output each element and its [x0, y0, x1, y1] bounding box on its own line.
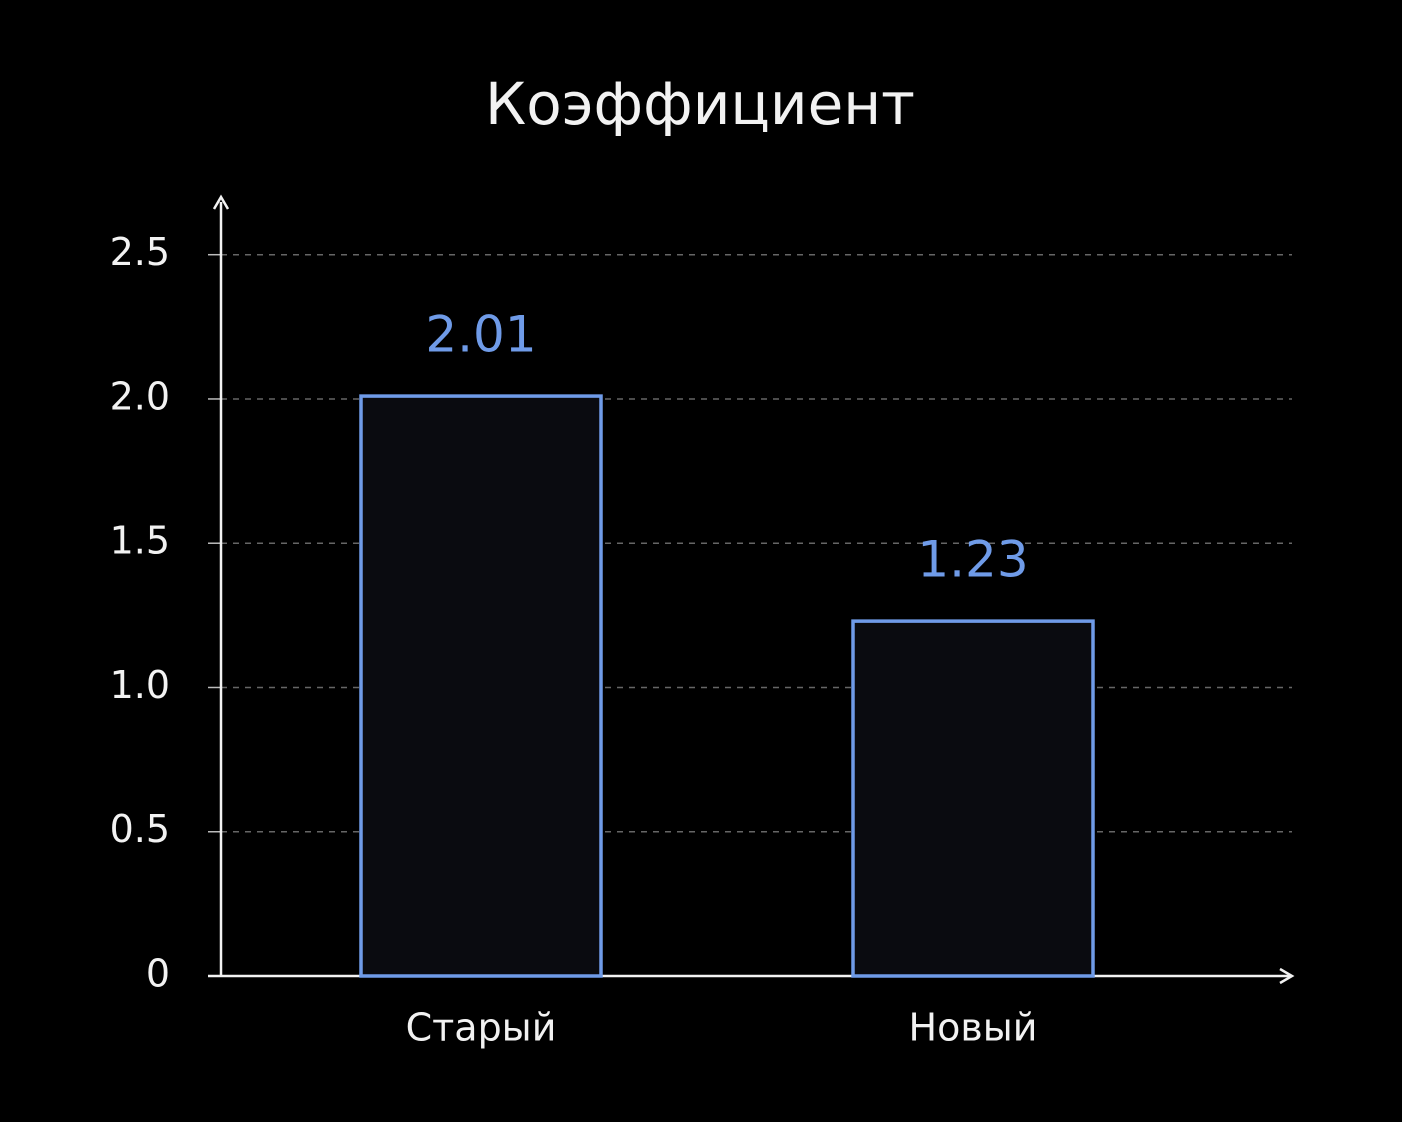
y-tick-label: 1.0: [110, 663, 170, 707]
x-tick-label: Старый: [406, 1006, 557, 1050]
x-tick-label: Новый: [909, 1006, 1038, 1050]
y-tick-label: 2.0: [110, 374, 170, 418]
y-tick-label: 0.5: [110, 807, 170, 851]
y-tick-label: 1.5: [110, 519, 170, 563]
x-axis-arrow: [1279, 967, 1295, 985]
chart-title: Коэффициент: [485, 70, 915, 138]
value-label: 1.23: [917, 531, 1028, 589]
bar: [359, 394, 603, 978]
y-tick-label: 2.5: [110, 230, 170, 274]
bar: [851, 619, 1095, 978]
y-tick-label: 0: [146, 952, 170, 996]
y-axis-arrow: [212, 194, 230, 210]
value-label: 2.01: [425, 306, 536, 364]
